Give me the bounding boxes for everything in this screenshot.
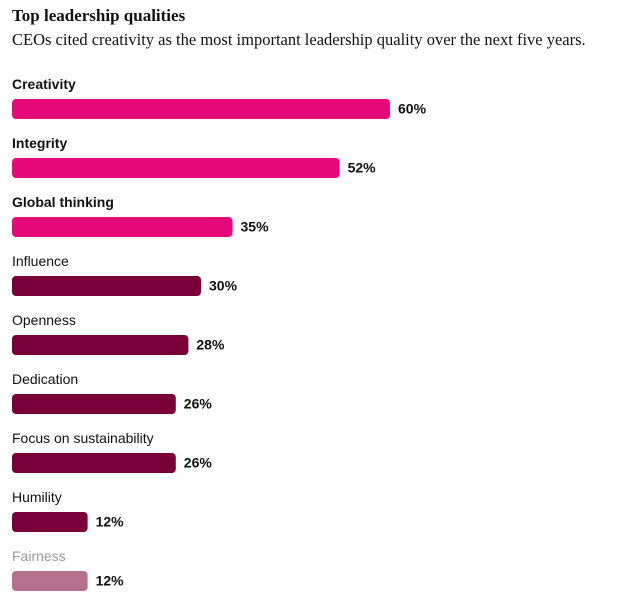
- category-label: Global thinking: [12, 194, 114, 210]
- bar: [12, 217, 233, 237]
- category-label: Fairness: [12, 548, 66, 564]
- category-label: Dedication: [12, 371, 78, 387]
- category-label: Creativity: [12, 76, 76, 92]
- value-label: 35%: [241, 219, 270, 235]
- bar: [12, 276, 201, 296]
- value-label: 12%: [96, 573, 125, 589]
- bar: [12, 335, 189, 355]
- value-label: 60%: [398, 101, 427, 117]
- bar: [12, 571, 88, 591]
- value-label: 28%: [196, 337, 225, 353]
- value-label: 12%: [96, 514, 125, 530]
- chart-title: Top leadership qualities: [12, 6, 186, 25]
- category-label: Focus on sustainability: [12, 430, 154, 446]
- category-label: Influence: [12, 253, 69, 269]
- bar: [12, 512, 88, 532]
- value-label: 26%: [184, 455, 213, 471]
- value-label: 30%: [209, 278, 238, 294]
- bar: [12, 394, 176, 414]
- bar: [12, 99, 390, 119]
- value-label: 26%: [184, 396, 213, 412]
- category-label: Humility: [12, 489, 62, 505]
- category-label: Integrity: [12, 135, 67, 151]
- chart-subtitle: CEOs cited creativity as the most import…: [12, 30, 586, 49]
- bar: [12, 158, 340, 178]
- value-label: 52%: [348, 160, 377, 176]
- bar: [12, 453, 176, 473]
- category-label: Openness: [12, 312, 76, 328]
